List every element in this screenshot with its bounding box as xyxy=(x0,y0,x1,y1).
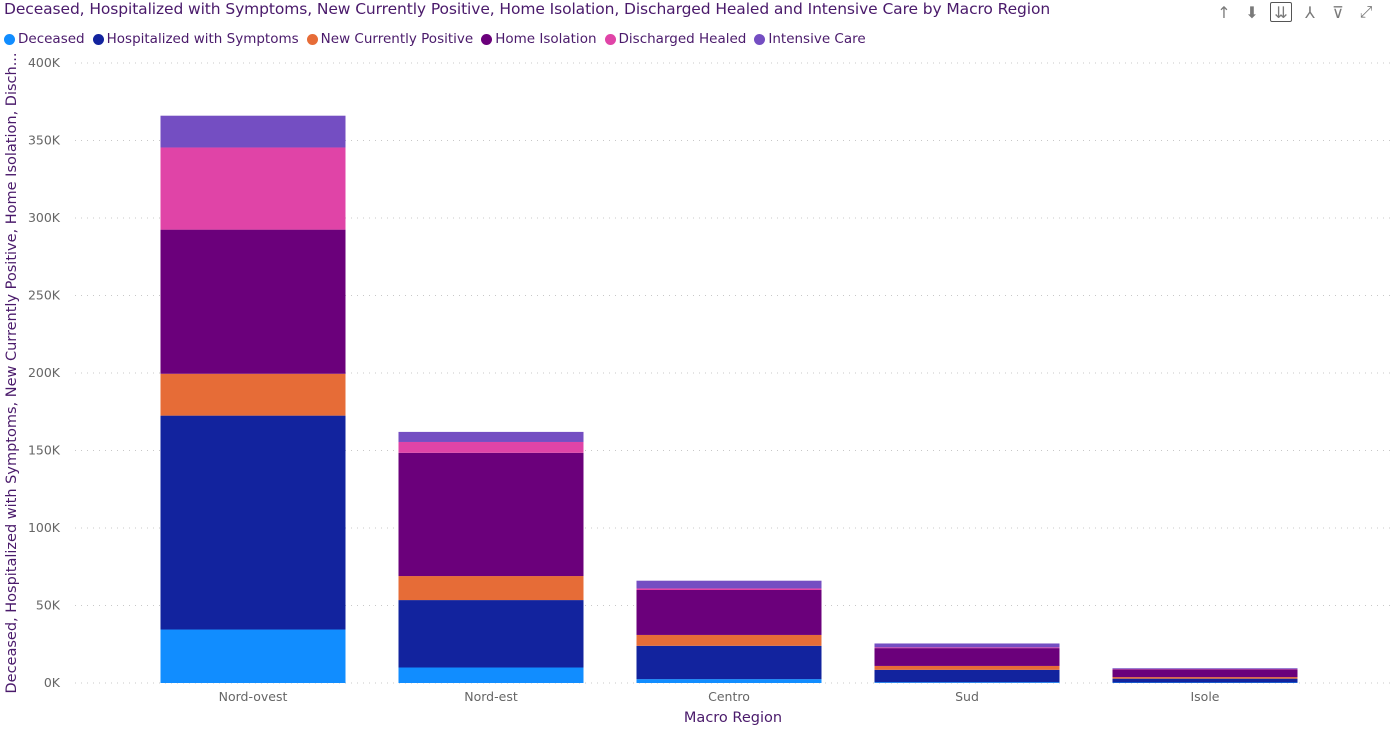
bar-segment xyxy=(160,115,346,148)
legend-marker xyxy=(4,33,15,45)
legend-label: New Currently Positive xyxy=(320,31,474,47)
legend-item[interactable]: Hospitalized with Symptoms xyxy=(92,31,299,47)
bar-segment xyxy=(636,588,822,590)
x-tick-label: Isole xyxy=(1190,689,1219,704)
bar-segment xyxy=(874,643,1060,648)
legend-label: Home Isolation xyxy=(495,31,597,47)
y-tick-label: 250K xyxy=(28,288,61,303)
drill-down-icon[interactable]: ⬇ xyxy=(1245,2,1259,22)
bar-segment xyxy=(160,629,346,683)
x-axis-title: Macro Region xyxy=(684,710,782,726)
legend-item[interactable]: Discharged Healed xyxy=(604,31,747,47)
legend-marker xyxy=(481,33,493,45)
y-tick-label: 100K xyxy=(28,520,61,535)
bar-segment xyxy=(636,645,822,680)
focus-mode-icon[interactable]: ⤢ xyxy=(1359,2,1373,21)
legend-item[interactable]: Home Isolation xyxy=(481,31,597,47)
y-tick-label: 350K xyxy=(28,133,61,148)
legend-label: Intensive Care xyxy=(768,31,866,47)
bar-segment xyxy=(398,667,584,683)
legend-item[interactable]: New Currently Positive xyxy=(306,31,474,47)
legend: Deceased Hospitalized with Symptoms New Cu… xyxy=(4,31,868,47)
y-tick-label: 300K xyxy=(28,210,61,225)
y-tick-label: 0K xyxy=(44,675,61,690)
bar-segment xyxy=(636,679,822,683)
x-tick-label: Centro xyxy=(708,689,750,704)
x-tick-label: Nord-est xyxy=(464,689,518,704)
y-tick-label: 200K xyxy=(28,365,61,380)
x-tick-label: Nord-ovest xyxy=(219,689,288,704)
y-tick-label: 150K xyxy=(28,443,61,458)
legend-marker xyxy=(306,33,318,45)
legend-marker xyxy=(754,33,766,45)
bar-segment xyxy=(874,647,1060,649)
legend-label: Hospitalized with Symptoms xyxy=(106,31,299,47)
legend-marker xyxy=(604,33,616,45)
legend-item[interactable]: Deceased xyxy=(4,31,85,47)
bar-segment xyxy=(874,669,1060,683)
bar-segment xyxy=(1112,669,1298,678)
bar-segment xyxy=(160,147,346,230)
y-axis-title: Deceased, Hospitalized with Symptoms, Ne… xyxy=(4,52,20,693)
legend-marker xyxy=(92,33,104,45)
bar-segment xyxy=(874,648,1060,666)
filter-icon[interactable]: ⊽ xyxy=(1332,2,1344,22)
bar-segment xyxy=(398,600,584,668)
bar-segment xyxy=(874,682,1060,683)
bar-segment xyxy=(1112,678,1298,683)
bar-segment xyxy=(160,229,346,374)
x-tick-label: Sud xyxy=(955,689,979,704)
drill-up-icon[interactable]: ↑ xyxy=(1217,2,1231,22)
bar-segment xyxy=(398,452,584,577)
bar-segment xyxy=(1112,677,1298,679)
bar-segment xyxy=(160,415,346,630)
bar-segment xyxy=(398,441,584,453)
bar-segment xyxy=(636,580,822,589)
visual-header-toolbar: ↑ ⬇ ⇊ ⅄ ⊽ ⤢ xyxy=(1214,2,1376,22)
expand-next-level-icon[interactable]: ⇊ xyxy=(1270,2,1292,22)
expand-hierarchy-icon[interactable]: ⅄ xyxy=(1305,2,1315,22)
bar-segment xyxy=(636,634,822,646)
bar-segment xyxy=(636,590,822,635)
bar-segment xyxy=(160,373,346,416)
bar-segment xyxy=(874,665,1060,670)
chart-title: Deceased, Hospitalized with Symptoms, Ne… xyxy=(4,0,1051,18)
y-tick-label: 400K xyxy=(28,55,61,70)
bar-segment xyxy=(1112,668,1298,670)
bar-segment xyxy=(398,576,584,601)
y-tick-label: 50K xyxy=(36,598,61,613)
legend-item[interactable]: Intensive Care xyxy=(754,31,866,47)
bar-segment xyxy=(398,431,584,442)
legend-label: Discharged Healed xyxy=(618,31,747,47)
legend-label: Deceased xyxy=(18,31,85,47)
